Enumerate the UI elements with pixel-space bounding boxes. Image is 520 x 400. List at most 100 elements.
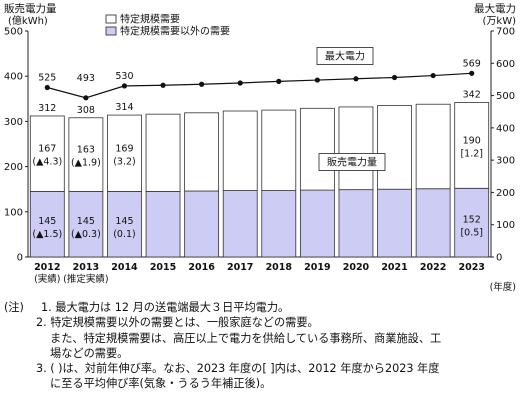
line-point-2021 [391, 74, 398, 81]
specific-growth-2014: (3.2) [113, 156, 136, 167]
y-left-title: 販売電力量 [4, 2, 57, 15]
callout-max-power-text: 最大電力 [325, 50, 365, 63]
y-right-tick-label: 200 [496, 188, 515, 199]
specific-value-2023: 190 [463, 135, 481, 146]
x-tick-label-2023: 2023 [458, 262, 484, 273]
note-item-3: 3. ( )は、対前年伸び率。なお、2023 年度の[ ]内は、2012 年度か… [36, 362, 440, 376]
bar-specific-2013 [68, 117, 104, 192]
x-axis-suffix: (年度) [490, 281, 516, 293]
bar-specific-2019 [299, 107, 335, 191]
chart-area: 0 100 200 300 400 500 0 100 200 300 400 500 600 700 販売… [4, 2, 517, 293]
bar-other-2015 [145, 191, 181, 258]
line-point-2023 [469, 70, 475, 76]
x-tick-label-2022: 2022 [420, 262, 446, 273]
specific-growth-2013: (▲1.9) [71, 158, 101, 169]
y-right-unit: (万kW) [483, 16, 517, 27]
chart-svg: 0 100 200 300 400 500 0 100 200 300 400 500 600 700 販売… [4, 2, 517, 293]
other-growth-2014: (0.1) [113, 229, 136, 240]
x-tick-label-2015: 2015 [150, 262, 176, 273]
bar-specific-2023 [454, 102, 490, 189]
other-value-2012: 145 [38, 216, 56, 227]
y-left-tick-label: 200 [4, 162, 23, 173]
line-point-2012 [44, 84, 50, 91]
x-tick-label-2020: 2020 [343, 262, 370, 273]
y-left-tick-label: 0 [17, 253, 23, 264]
line-value-2023: 569 [463, 58, 481, 69]
total-label-2023: 342 [463, 89, 481, 100]
legend-label-specific: 特定規模需要 [120, 13, 180, 26]
other-value-2023: 152 [463, 215, 481, 226]
x-tick-label-2016: 2016 [188, 262, 215, 273]
bar-specific-2021 [377, 105, 412, 190]
bar-other-2014 [107, 191, 142, 258]
y-left-tick-label: 500 [4, 27, 23, 38]
line-point-2013 [83, 95, 89, 101]
x-tick-label-2014: 2014 [111, 262, 138, 273]
bar-specific-2012 [29, 115, 65, 192]
note-row-5: 3. ( )は、対前年伸び率。なお、2023 年度の[ ]内は、2012 年度か… [4, 361, 516, 376]
bar-specific-2022 [415, 103, 451, 190]
bar-other-2013 [68, 191, 104, 258]
legend-swatch-other [105, 26, 117, 36]
y-right-tick-label: 400 [496, 123, 515, 134]
note-item-1: 1. 最大電力は 12 月の送電端最大３日平均電力。 [41, 301, 290, 314]
bar-other-2021 [377, 188, 412, 258]
notes-prefix: (注) [4, 301, 24, 314]
x-tick-label-2012: 2012 [34, 262, 60, 273]
bar-specific-2015 [145, 113, 181, 192]
other-growth-2023: [0.5] [460, 228, 483, 239]
legend-swatch-specific [105, 14, 117, 24]
y-right-tick-label: 100 [496, 220, 515, 231]
x-tick-label-2019: 2019 [304, 262, 330, 273]
y-left-tick-label: 100 [4, 207, 23, 218]
specific-growth-2012: (▲4.3) [32, 157, 62, 168]
y-left-tick-label: 400 [4, 72, 23, 83]
y-right-tick-label: 700 [496, 27, 515, 38]
other-growth-2012: (▲1.5) [32, 229, 62, 240]
line-value-2014: 530 [115, 71, 133, 82]
other-growth-2013: (▲0.3) [71, 229, 101, 240]
x-tick-label-2017: 2017 [227, 262, 253, 273]
bar-specific-2016 [184, 112, 220, 192]
total-label-2014: 314 [115, 102, 133, 113]
bar-other-2017 [222, 190, 258, 258]
notes-block: (注) 1. 最大電力は 12 月の送電端最大３日平均電力。 2. 特定規模需要… [4, 300, 516, 392]
callout-max-power-box [316, 47, 374, 65]
bar-other-2022 [415, 188, 451, 258]
note-row-1: (注) 1. 最大電力は 12 月の送電端最大３日平均電力。 [4, 300, 516, 315]
other-value-2013: 145 [77, 216, 95, 227]
bar-specific-2018 [261, 109, 297, 191]
line-point-2015 [160, 82, 166, 88]
y-right-tick-label: 0 [496, 253, 502, 264]
line-value-2013: 493 [77, 73, 95, 84]
bar-other-2018 [261, 190, 297, 258]
y-right-tick-label: 300 [496, 156, 515, 167]
specific-value-2013: 163 [77, 145, 95, 156]
note-row-2: 2. 特定規模需要以外の需要とは、一般家庭などの需要。 [4, 315, 516, 330]
callout-sales-volume-text: 販売電力量 [327, 156, 377, 169]
bar-specific-2017 [222, 110, 258, 191]
specific-value-2012: 167 [38, 144, 56, 155]
legend-label-other: 特定規模需要以外の需要 [120, 25, 230, 38]
line-point-2018 [276, 78, 282, 84]
note-item-2: 2. 特定規模需要以外の需要とは、一般家庭などの需要。 [36, 316, 319, 330]
specific-growth-2023: [1.2] [460, 148, 483, 159]
other-value-2014: 145 [115, 216, 133, 227]
line-point-2014 [121, 83, 128, 89]
note-row-3: また、特定規模需要は、高圧以上で電力を供給している事務所、商業施設、工 [4, 331, 516, 346]
bar-specific-2014 [107, 114, 142, 192]
line-point-2019 [314, 77, 320, 83]
y-right-tick-label: 500 [496, 91, 515, 102]
callout-sales-volume-box [318, 153, 386, 171]
note-item-2c: 場などの需要。 [50, 346, 129, 360]
y-right-tick-label: 600 [496, 59, 515, 70]
bar-other-2016 [184, 190, 220, 258]
note-row-4: 場などの需要。 [4, 346, 516, 361]
y-right-title: 最大電力 [474, 2, 516, 15]
x-tick-label-2021: 2021 [381, 262, 407, 273]
line-point-2016 [199, 81, 205, 87]
y-left-tick-label: 300 [4, 117, 23, 128]
x-tick-label-2013: 2013 [73, 262, 99, 273]
line-max-power [47, 72, 472, 99]
bar-other-2020 [338, 189, 374, 258]
